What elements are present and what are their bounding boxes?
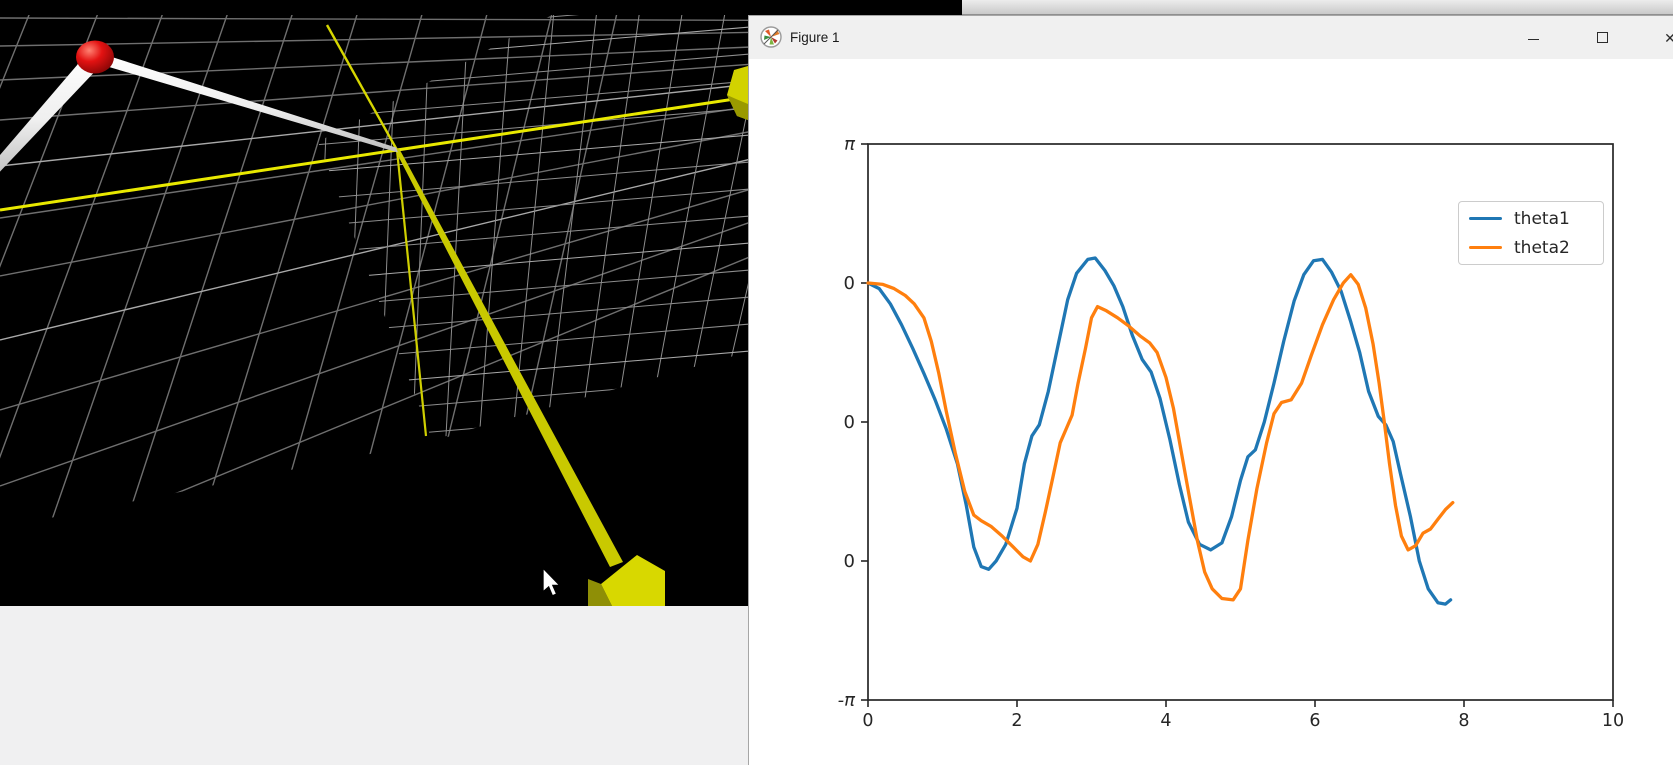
- matplotlib-window: Figure 1 ✕ 0 2 4 6 8 10 π 0 0 0 -π theta1 theta: [748, 15, 1673, 765]
- curve-theta2: [866, 273, 1455, 602]
- window-title: Figure 1: [790, 30, 840, 45]
- window-titlebar[interactable]: Figure 1 ✕: [749, 16, 1673, 59]
- legend-entry-theta2: theta2: [1469, 237, 1593, 259]
- maximize-icon[interactable]: [1579, 16, 1625, 59]
- x-tick-label: 0: [862, 711, 873, 731]
- x-tick-label: 10: [1602, 711, 1624, 731]
- plot-legend: theta1 theta2: [1458, 201, 1604, 265]
- arrow-cursor-icon: [542, 566, 562, 597]
- yellow-box-side: [588, 579, 612, 606]
- x-tick-label: 4: [1160, 711, 1171, 731]
- background-strip-gray: [962, 0, 1673, 15]
- axis-beam: [394, 149, 623, 567]
- axis-line-y: [395, 149, 428, 437]
- curve-theta1: [866, 256, 1453, 606]
- pendulum: [0, 40, 398, 172]
- yellow-box-top: [601, 555, 665, 606]
- close-icon[interactable]: ✕: [1664, 29, 1673, 46]
- legend-line-sample: [1469, 216, 1502, 221]
- plot-axes: 0 2 4 6 8 10 π 0 0 0 -π: [838, 134, 1624, 731]
- y-tick-label: 0: [844, 551, 855, 572]
- y-tick-label: π: [844, 134, 856, 155]
- x-tick-label: 2: [1011, 711, 1022, 731]
- legend-entry-theta1: theta1: [1469, 208, 1593, 230]
- x-tick-label: 6: [1309, 711, 1320, 731]
- minimize-icon[interactable]: [1510, 16, 1556, 59]
- pendulum-rod-1: [0, 50, 102, 172]
- legend-line-sample: [1469, 245, 1502, 250]
- 3d-simulation-viewport[interactable]: [0, 0, 748, 765]
- y-tick-label: -π: [838, 690, 856, 711]
- yellow-box: [588, 555, 665, 606]
- pendulum-rod-2: [93, 51, 398, 153]
- figure-canvas: 0 2 4 6 8 10 π 0 0 0 -π theta1 theta2: [749, 59, 1673, 765]
- axis-line-z-upper: [325, 24, 399, 151]
- y-tick-label: 0: [844, 412, 855, 433]
- y-tick-label: 0: [844, 273, 855, 294]
- pendulum-ball: [76, 40, 114, 74]
- yellow-cube-small: [727, 66, 748, 120]
- world-axes: [0, 24, 748, 567]
- axis-line-x: [0, 95, 748, 212]
- scene-background: [0, 15, 748, 606]
- matplotlib-logo-icon: [760, 26, 782, 48]
- x-tick-label: 8: [1458, 711, 1469, 731]
- background-strip-black: [0, 0, 962, 15]
